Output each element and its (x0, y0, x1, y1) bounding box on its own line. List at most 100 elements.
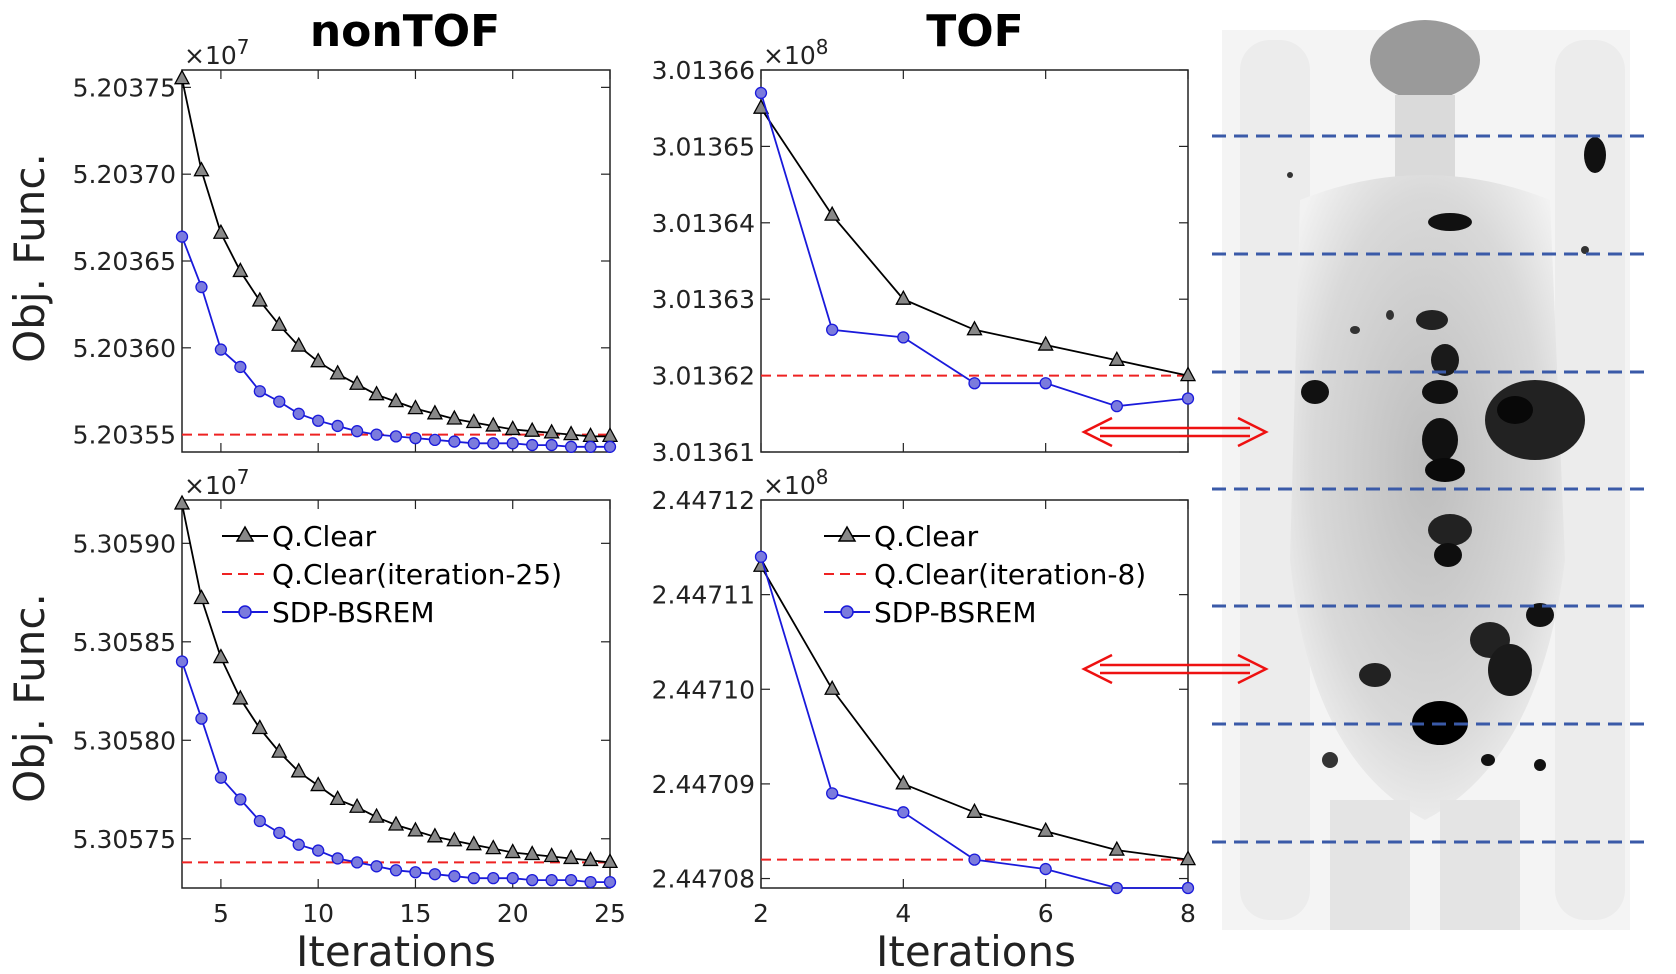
qclear-point (310, 352, 327, 368)
sdp-bsrem-point (312, 414, 325, 427)
y-tick-label: 3.01364 (652, 209, 755, 238)
sdp-bsrem-point (1110, 881, 1123, 895)
sdp-bsrem-point (584, 440, 597, 453)
pet-mip-image (1212, 20, 1646, 930)
qclear-point (966, 320, 983, 336)
chart-nontof-bottom: 5.30575 5.30580 5.30585 5.30590 5 10 15 20 25 ×10… (73, 465, 626, 928)
exponent-label: ×107 (184, 35, 250, 70)
qclear-point (349, 374, 366, 390)
legend-tof: Q.Clear Q.Clear(iteration-8) SDP-BSREM (824, 520, 1146, 629)
sdp-bsrem-point (214, 771, 228, 784)
sdp-bsrem-point (897, 806, 910, 819)
sdp-bsrem-point (487, 872, 500, 885)
sdp-bsrem-point (564, 440, 578, 453)
title-nontof: nonTOF (310, 6, 500, 57)
sdp-bsrem-point (234, 793, 247, 806)
y-tick-label: 5.20370 (73, 160, 176, 189)
sdp-bsrem-point (350, 856, 364, 869)
qclear-point (407, 399, 424, 415)
sdp-bsrem-point (603, 440, 617, 453)
legend-triangle-marker (235, 525, 255, 542)
x-tick-label: 15 (400, 899, 432, 928)
sdp-bsrem-point (175, 655, 189, 668)
qclear-point (465, 413, 482, 429)
qclear-point (310, 776, 327, 792)
y-tick-label: 2.44709 (652, 770, 755, 799)
y-tick-label: 5.30590 (73, 529, 176, 558)
qclear-point (212, 648, 229, 664)
x-tick-label: 6 (1038, 899, 1054, 928)
qclear-point (524, 845, 541, 861)
y-tick-label: 5.30580 (73, 726, 176, 755)
sdp-bsrem-point (273, 826, 286, 840)
sdp-bsrem-point (253, 385, 266, 398)
qclear-point (824, 679, 841, 695)
qclear-point (232, 262, 249, 278)
qclear-point (446, 409, 463, 425)
legend-ref-nontof: Q.Clear(iteration-25) (272, 558, 562, 591)
sdp-bsrem-point (389, 864, 403, 877)
qclear-point (446, 831, 463, 847)
qclear-point (232, 689, 249, 705)
sdp-bsrem-point (428, 433, 442, 446)
exponent-superscript: 7 (237, 465, 250, 489)
qclear-point (271, 742, 288, 758)
qclear-point (271, 315, 288, 331)
qclear-point (368, 385, 385, 401)
sdp-bsrem-point (968, 853, 981, 866)
y-tick-label: 2.44712 (652, 486, 755, 515)
legend-nontof: Q.Clear Q.Clear(iteration-25) SDP-BSREM (222, 520, 562, 629)
y-tick-label: 5.20375 (73, 73, 176, 102)
sdp-bsrem-point (487, 437, 500, 450)
sdp-bsrem-point (292, 838, 305, 851)
x-tick-label: 25 (594, 899, 626, 928)
qclear-point (563, 849, 580, 865)
qclear-point (543, 847, 560, 863)
exponent-label: ×108 (763, 465, 829, 500)
qclear-point (407, 821, 424, 837)
sdp-bsrem-point (292, 407, 305, 420)
x-tick-label: 2 (753, 899, 769, 928)
y-tick-label: 5.30585 (73, 628, 176, 657)
y-tick-label: 5.20365 (73, 247, 176, 276)
x-tick-label: 10 (302, 899, 334, 928)
sdp-bsrem-point (1039, 377, 1052, 390)
legend-circle-marker (840, 605, 854, 619)
exponent-superscript: 7 (237, 35, 250, 59)
qclear-point (173, 69, 191, 85)
qclear-point (387, 392, 405, 408)
qclear-point (212, 223, 229, 239)
sdp-bsrem-point (506, 437, 519, 450)
sdp-bsrem-point (428, 868, 442, 881)
sdp-bsrem-point (754, 86, 768, 100)
y-tick-label: 2.44711 (652, 581, 755, 610)
y-tick-label: 2.44710 (652, 675, 755, 704)
sdp-bsrem-point (1181, 392, 1195, 405)
xlabel-nontof: Iterations (296, 927, 496, 974)
sdp-bsrem-point (253, 814, 266, 828)
sdp-bsrem-point (897, 331, 910, 344)
sdp-bsrem-point (350, 425, 364, 438)
sdp-bsrem-point (545, 438, 558, 452)
qclear-point (251, 291, 268, 307)
sdp-bsrem-point (389, 430, 403, 443)
qclear-point (966, 802, 983, 818)
y-tick-label: 3.01361 (652, 438, 755, 467)
exponent-label: ×107 (184, 465, 250, 500)
sdp-bsrem-point (584, 875, 597, 889)
chart-nontof-top: 5.20355 5.20360 5.20365 5.20370 5.20375 ×107 (73, 35, 619, 453)
y-tick-label: 5.20360 (73, 334, 176, 363)
qclear-point (543, 423, 560, 439)
sdp-bsrem-point (175, 230, 189, 243)
exponent-superscript: 8 (816, 35, 829, 59)
sdp-bsrem-point (448, 870, 461, 883)
sdp-bsrem-point (370, 860, 383, 873)
sdp-bsrem-point (826, 323, 839, 336)
sdp-bsrem-point (448, 435, 461, 448)
qclear-point (1108, 350, 1125, 366)
double-arrow-top (1081, 416, 1269, 448)
title-tof: TOF (926, 6, 1023, 57)
sdp-bsrem-point (506, 872, 519, 885)
